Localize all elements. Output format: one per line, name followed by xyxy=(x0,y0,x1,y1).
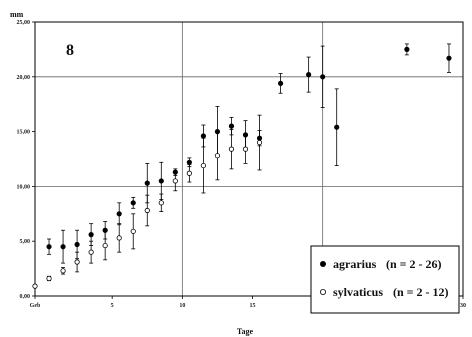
data-point-agrarius xyxy=(320,74,326,80)
y-tick-label: 25,00 xyxy=(17,20,31,26)
y-tick-label: 20,00 xyxy=(17,75,31,81)
x-tick-label: Geb xyxy=(30,303,41,309)
data-point-sylvaticus xyxy=(74,259,80,265)
data-point-sylvaticus xyxy=(60,268,66,274)
data-point-sylvaticus xyxy=(242,146,249,152)
data-point-sylvaticus xyxy=(46,275,52,282)
data-point-sylvaticus xyxy=(158,200,164,206)
legend-n-sylvaticus: (n = 2 - 12) xyxy=(393,285,449,299)
data-point-agrarius xyxy=(60,244,66,250)
legend-box xyxy=(310,245,460,314)
data-points xyxy=(32,46,452,289)
data-point-agrarius xyxy=(277,80,284,86)
data-point-sylvaticus xyxy=(130,228,136,234)
data-point-sylvaticus xyxy=(102,242,108,249)
x-tick-label: 15 xyxy=(250,303,256,309)
data-point-agrarius xyxy=(242,132,249,138)
data-point-agrarius xyxy=(446,55,452,61)
y-tick-label: 15,00 xyxy=(17,130,31,136)
data-point-sylvaticus xyxy=(186,170,192,176)
data-point-agrarius xyxy=(102,227,108,233)
x-tick-label: 5 xyxy=(111,303,114,309)
data-point-agrarius xyxy=(88,232,94,238)
legend-marker-agrarius xyxy=(319,260,326,267)
legend-label-agrarius: agrarius xyxy=(333,257,377,271)
data-point-sylvaticus xyxy=(214,153,221,159)
data-point-agrarius xyxy=(214,129,221,135)
data-point-sylvaticus xyxy=(32,283,38,289)
data-point-agrarius xyxy=(256,135,263,141)
data-point-agrarius xyxy=(200,133,206,139)
legend-n-agrarius: (n = 2 - 26) xyxy=(386,257,442,271)
data-point-agrarius xyxy=(404,46,410,53)
data-point-agrarius xyxy=(172,169,178,175)
data-point-agrarius xyxy=(186,159,192,165)
data-point-sylvaticus xyxy=(172,178,178,184)
plot-frame xyxy=(34,21,464,297)
y-tick-label: 10,00 xyxy=(17,184,31,190)
data-point-sylvaticus xyxy=(256,139,263,146)
data-point-agrarius xyxy=(158,178,164,184)
legend-marker-sylvaticus xyxy=(319,288,326,295)
legend-label-sylvaticus: sylvaticus xyxy=(333,285,383,299)
data-point-agrarius xyxy=(228,123,235,129)
x-tick-label: 10 xyxy=(179,303,185,309)
y-tick-label: 0,00 xyxy=(20,294,31,300)
y-ticks: 0,00 5,00 10,00 15,00 20,00 25,00 xyxy=(17,20,35,300)
data-point-sylvaticus xyxy=(88,249,94,255)
data-point-agrarius xyxy=(130,200,136,206)
y-tick-label: 5,00 xyxy=(20,239,31,245)
data-point-agrarius xyxy=(306,72,312,78)
panel-label: 8 xyxy=(66,42,74,59)
legend: agrarius (n = 2 - 26) sylvaticus (n = 2 … xyxy=(310,245,460,314)
data-point-agrarius xyxy=(74,241,80,248)
data-point-agrarius xyxy=(46,244,52,250)
data-point-agrarius xyxy=(144,180,150,186)
data-point-sylvaticus xyxy=(144,207,150,214)
data-point-sylvaticus xyxy=(228,146,235,152)
data-point-agrarius xyxy=(334,124,340,130)
x-tick-label: 30 xyxy=(460,303,466,309)
x-axis-label: Tage xyxy=(237,327,254,336)
data-point-agrarius xyxy=(116,211,122,217)
y-axis-label: mm xyxy=(10,10,24,19)
data-point-sylvaticus xyxy=(116,235,122,241)
data-point-sylvaticus xyxy=(200,162,206,169)
